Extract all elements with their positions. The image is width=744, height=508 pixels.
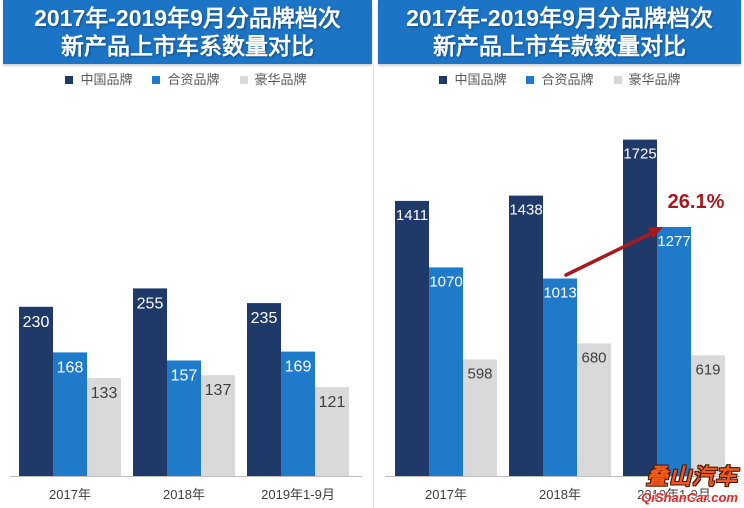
value-label-domestic-brand-0: 1411 [396,207,428,224]
x-axis-label-1: 2018年 [163,487,205,502]
value-label-joint-venture-brand-0: 168 [57,359,84,376]
bar-luxury-brand-0 [463,359,497,476]
legend-label-domestic-brand: 中国品牌 [80,72,133,87]
bar-joint-venture-brand-0 [429,267,463,477]
legend-label-joint-venture-brand: 合资品牌 [541,72,594,87]
bar-joint-venture-brand-2 [281,351,315,476]
watermark-logo-text: 叠山汽车 [645,464,738,489]
chart-panel-model-count: 1411 1070 598 1438 1013 680 1725 1277 619 2017年 2… [376,0,744,508]
x-axis-label-2: 2019年1-9月 [637,487,711,502]
bar-joint-venture-brand-2 [657,227,691,476]
chart-title-line-1: 2017年-2019年9月分品牌档次 [406,5,713,31]
bar-domestic-brand-1 [133,288,167,476]
chart-title-line-2: 新产品上市车系数量对比 [61,33,314,59]
bar-luxury-brand-2 [315,387,349,476]
chart-legend: 中国品牌 合资品牌 豪华品牌 [376,72,744,88]
bar-joint-venture-brand-1 [543,278,577,476]
growth-arrow-head [647,227,663,239]
legend-item-luxury-brand: 豪华品牌 [239,72,307,88]
value-label-joint-venture-brand-0: 1070 [429,273,462,290]
value-label-luxury-brand-0: 133 [91,385,118,402]
value-label-domestic-brand-2: 235 [251,310,278,327]
legend-swatch-luxury-brand [239,76,248,84]
chart-title-banner: 2017年-2019年9月分品牌档次 新产品上市车款数量对比 [378,0,741,64]
value-label-joint-venture-brand-1: 157 [171,368,198,385]
value-labels: 230 168 133 255 157 137 235 169 121 [23,295,346,411]
bar-domestic-brand-1 [509,195,543,476]
bar-domestic-brand-0 [19,306,53,476]
value-label-luxury-brand-2: 121 [319,394,346,411]
value-label-domestic-brand-1: 255 [137,295,164,312]
bar-domestic-brand-2 [247,303,281,476]
x-axis-label-0: 2017年 [49,487,91,502]
legend-swatch-luxury-brand [613,76,622,84]
bar-luxury-brand-1 [577,343,611,476]
x-axis-label-1: 2018年 [539,487,581,502]
bar-domestic-brand-0 [395,200,429,476]
value-label-luxury-brand-1: 680 [581,349,606,366]
value-label-joint-venture-brand-2: 1277 [657,233,690,250]
legend-swatch-joint-venture-brand [152,76,161,84]
growth-arrow-shaft [564,231,654,277]
value-label-luxury-brand-0: 598 [467,365,492,382]
value-label-domestic-brand-2: 1725 [623,146,656,163]
x-axis-label-0: 2017年 [425,487,467,502]
chart-panel-series-count: 230 168 133 255 157 137 235 169 121 2017年 2018年 20… [0,0,372,502]
bar-domestic-brand-2 [623,139,657,476]
value-label-luxury-brand-2: 619 [695,361,720,378]
bar-luxury-brand-1 [201,375,235,476]
legend-label-luxury-brand: 豪华品牌 [254,72,307,87]
chart-title-line-2: 新产品上市车款数量对比 [433,33,686,59]
legend-item-joint-venture-brand: 合资品牌 [152,72,220,88]
legend-label-luxury-brand: 豪华品牌 [628,72,681,87]
bars [395,139,725,477]
chart-title-line-1: 2017年-2019年9月分品牌档次 [34,5,341,31]
value-label-joint-venture-brand-2: 169 [285,359,312,376]
value-label-luxury-brand-1: 137 [205,382,232,399]
x-axis-labels: 2017年 2018年 2019年1-9月 [425,487,711,502]
bar-joint-venture-brand-1 [167,360,201,476]
legend-label-joint-venture-brand: 合资品牌 [167,72,220,87]
legend-item-domestic-brand: 中国品牌 [65,72,132,88]
value-labels: 1411 1070 598 1438 1013 680 1725 1277 619 [396,146,721,383]
legend-item-luxury-brand: 豪华品牌 [613,72,681,88]
value-label-joint-venture-brand-1: 1013 [543,285,576,302]
x-axis-label-2: 2019年1-9月 [261,487,335,502]
site-watermark: 叠山汽车 QiShanCar.com [641,464,738,505]
bar-luxury-brand-0 [87,378,121,476]
legend-swatch-domestic-brand [439,76,448,84]
legend-item-joint-venture-brand: 合资品牌 [526,72,594,88]
bars [19,288,349,476]
bar-joint-venture-brand-0 [53,352,87,476]
x-axis-labels: 2017年 2018年 2019年1-9月 [49,487,335,502]
legend-swatch-domestic-brand [65,76,74,84]
bar-luxury-brand-2 [691,355,725,476]
chart-title-banner: 2017年-2019年9月分品牌档次 新产品上市车系数量对比 [3,0,372,64]
legend-swatch-joint-venture-brand [526,76,535,84]
legend-item-domestic-brand: 中国品牌 [439,72,506,88]
growth-rate-label: 26.1% [668,191,725,213]
panel-divider [373,64,374,508]
watermark-site-url: QiShanCar.com [641,490,738,505]
legend-label-domestic-brand: 中国品牌 [454,72,507,87]
growth-arrow [564,227,663,277]
value-label-domestic-brand-0: 230 [23,314,50,331]
value-label-domestic-brand-1: 1438 [509,202,542,219]
chart-legend: 中国品牌 合资品牌 豪华品牌 [0,72,372,88]
